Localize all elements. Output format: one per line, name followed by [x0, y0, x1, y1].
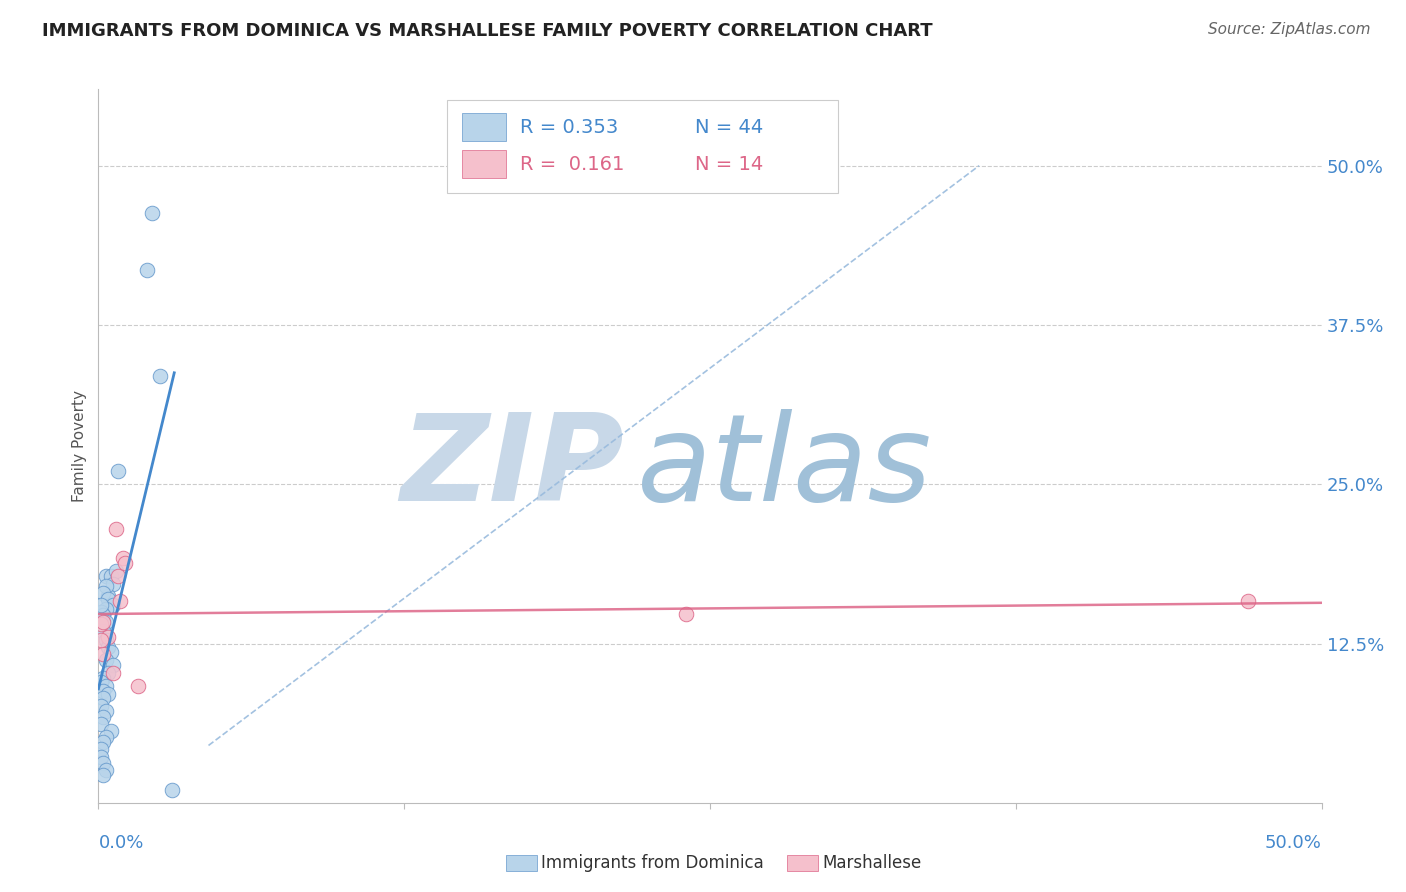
Point — [90, 742, 112, 756]
Point — [97, 591, 120, 606]
Point — [91, 671, 114, 685]
Point — [94, 679, 117, 693]
Point — [149, 368, 172, 383]
Point — [114, 556, 136, 570]
Text: Source: ZipAtlas.com: Source: ZipAtlas.com — [1208, 22, 1371, 37]
Point — [94, 569, 117, 583]
Point — [91, 615, 114, 629]
Point — [91, 691, 114, 706]
Point — [101, 665, 124, 680]
Point — [94, 632, 117, 647]
Point — [101, 576, 124, 591]
Point — [104, 522, 127, 536]
Point — [90, 750, 112, 764]
Text: ZIP: ZIP — [401, 409, 624, 526]
Point — [91, 608, 114, 623]
Point — [97, 688, 120, 702]
Text: IMMIGRANTS FROM DOMINICA VS MARSHALLESE FAMILY POVERTY CORRELATION CHART: IMMIGRANTS FROM DOMINICA VS MARSHALLESE … — [42, 22, 932, 40]
Point — [107, 569, 129, 583]
Point — [107, 465, 129, 479]
Point — [91, 624, 114, 638]
Point — [90, 605, 112, 619]
Point — [91, 756, 114, 771]
Point — [90, 716, 112, 731]
Text: N = 44: N = 44 — [696, 118, 763, 136]
Y-axis label: Family Poverty: Family Poverty — [72, 390, 87, 502]
Point — [94, 615, 117, 629]
Point — [94, 763, 117, 777]
Point — [136, 263, 159, 277]
Point — [91, 585, 114, 599]
Point — [91, 710, 114, 724]
Point — [91, 768, 114, 782]
Point — [97, 590, 120, 604]
Text: atlas: atlas — [637, 409, 932, 526]
Point — [100, 645, 122, 659]
Bar — [461, 150, 506, 178]
Point — [100, 724, 122, 739]
Text: Immigrants from Dominica: Immigrants from Dominica — [541, 855, 763, 872]
Point — [111, 551, 134, 566]
Point — [97, 630, 120, 644]
Point — [675, 607, 697, 622]
Point — [94, 704, 117, 718]
Point — [90, 698, 112, 713]
Bar — [461, 112, 506, 141]
Point — [94, 653, 117, 667]
Point — [90, 674, 112, 689]
Point — [100, 569, 122, 583]
Point — [94, 602, 117, 616]
Point — [97, 665, 120, 680]
Text: 50.0%: 50.0% — [1265, 834, 1322, 852]
Point — [90, 599, 112, 613]
Point — [94, 730, 117, 744]
Point — [110, 594, 132, 608]
Point — [101, 658, 124, 673]
Point — [104, 564, 127, 578]
Point — [91, 647, 114, 661]
Point — [90, 617, 112, 632]
Text: R = 0.353: R = 0.353 — [520, 118, 619, 136]
Text: 0.0%: 0.0% — [98, 834, 143, 852]
Point — [91, 734, 114, 748]
Text: N = 14: N = 14 — [696, 154, 763, 174]
FancyBboxPatch shape — [447, 100, 838, 193]
Text: R =  0.161: R = 0.161 — [520, 154, 624, 174]
Point — [90, 632, 112, 647]
Point — [101, 599, 124, 613]
Point — [141, 206, 163, 220]
Point — [97, 640, 120, 655]
Point — [160, 783, 183, 797]
Point — [94, 579, 117, 593]
Point — [91, 683, 114, 698]
Point — [127, 679, 149, 693]
Point — [1237, 594, 1260, 608]
Text: Marshallese: Marshallese — [823, 855, 922, 872]
